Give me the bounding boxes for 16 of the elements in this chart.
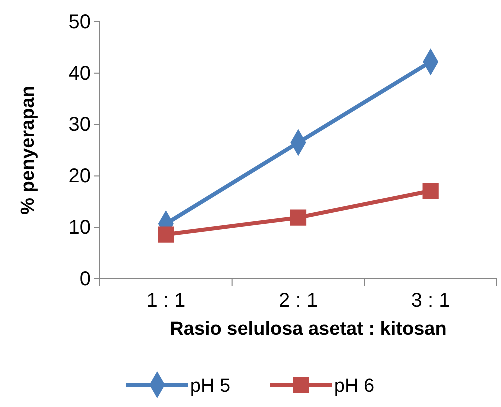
point [290,210,307,226]
legend-label: pH 5 [190,376,231,397]
x-tick-label: 2 : 1 [279,290,318,312]
x-tick-label: 1 : 1 [146,290,186,312]
y-tick-label: 40 [68,62,91,85]
y-tick-label: 50 [68,11,91,34]
y-tick-label: 10 [68,217,91,239]
y-tick-label: 0 [80,268,91,290]
point [422,183,439,200]
y-tick-label: 30 [68,114,91,136]
point [158,226,174,243]
y-tick-label: 20 [68,166,91,188]
x-tick-label: 3 : 1 [411,290,450,312]
x-axis-title: Rasio selulosa asetat : kitosan [170,319,447,340]
legend-label: pH 6 [334,376,375,397]
y-axis-title: % penyerapan [18,86,39,215]
